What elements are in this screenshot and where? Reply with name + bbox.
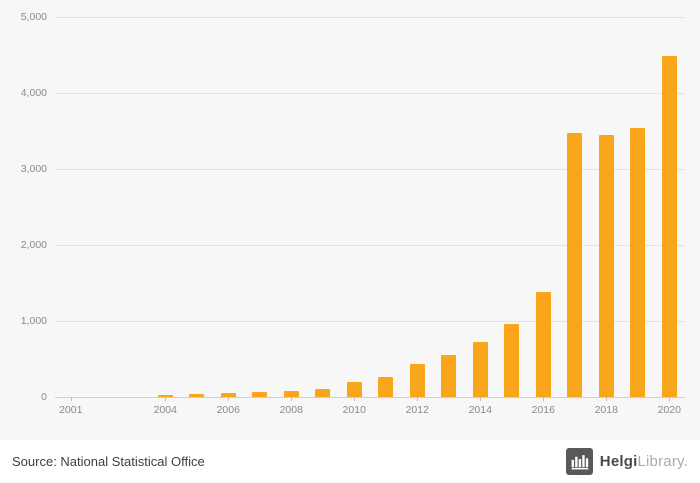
y-axis-label-0: 0 [41, 391, 47, 403]
bar-slot-2002 [87, 17, 119, 397]
bar-2005 [189, 393, 205, 397]
x-axis-label-2018: 2018 [594, 404, 618, 416]
bar-2011 [378, 377, 394, 397]
y-axis-label-4000: 4,000 [20, 87, 47, 99]
x-axis-label-2001: 2001 [59, 404, 83, 416]
bar-2004 [157, 395, 173, 397]
y-axis-label-5000: 5,000 [20, 11, 47, 23]
x-axis-tick-2004 [165, 397, 167, 401]
y-axis-label-1000: 1,000 [20, 315, 47, 327]
x-axis-tick-2008 [291, 397, 293, 401]
bar-2007 [252, 392, 268, 397]
bar-slot-2013 [433, 17, 465, 397]
bar-2017 [567, 132, 583, 397]
gridline-4000 [55, 93, 685, 94]
x-axis-tick-2016 [543, 397, 545, 401]
logo-text-helgi: Helgi [599, 453, 638, 470]
bar-slot-2018 [591, 17, 623, 397]
bar-slot-2005 [181, 17, 213, 397]
gridline-3000 [55, 169, 685, 170]
gridline-1000 [55, 321, 685, 322]
bar-slot-2015 [496, 17, 528, 397]
x-axis-label-2010: 2010 [342, 404, 366, 416]
x-axis-label-2012: 2012 [405, 404, 429, 416]
bar-slot-2004 [150, 17, 182, 397]
bar-2010 [346, 381, 362, 397]
x-axis-label-2016: 2016 [531, 404, 555, 416]
gridline-2000 [55, 245, 685, 246]
bar-slot-2014 [465, 17, 497, 397]
bar-slot-2007 [244, 17, 276, 397]
x-axis-label-2008: 2008 [279, 404, 303, 416]
bar-2015 [504, 323, 520, 397]
x-axis-tick-2018 [606, 397, 608, 401]
bar-slot-2001 [55, 17, 87, 397]
bar-slot-2012 [402, 17, 434, 397]
x-axis-label-2014: 2014 [468, 404, 492, 416]
source-text: Source: National Statistical Office [12, 454, 205, 469]
bar-2008 [283, 391, 299, 397]
bar-slot-2006 [213, 17, 245, 397]
x-axis-tick-2001 [70, 397, 72, 401]
bar-slot-2008 [276, 17, 308, 397]
bar-2016 [535, 291, 551, 397]
x-axis-line [55, 397, 685, 398]
helgilibrary-logo[interactable]: HelgiLibrary. [565, 448, 688, 475]
y-axis-label-2000: 2,000 [20, 239, 47, 251]
bar-slot-2009 [307, 17, 339, 397]
factory-icon [565, 448, 593, 475]
x-axis-tick-2006 [228, 397, 230, 401]
plot-area: 0 1,000 2,000 3,000 4,000 5,000 2001 2004 2006 2… [21, 11, 685, 416]
bar-slot-2016 [528, 17, 560, 397]
y-axis-label-3000: 3,000 [20, 163, 47, 175]
bar-2012 [409, 364, 425, 397]
x-axis-label-2004: 2004 [153, 404, 177, 416]
x-axis-label-2020: 2020 [657, 404, 681, 416]
x-axis-tick-2010 [354, 397, 356, 401]
bar-2006 [220, 393, 236, 397]
bar-2020 [661, 55, 677, 397]
bar-slot-2003 [118, 17, 150, 397]
x-axis-tick-2020 [669, 397, 671, 401]
x-axis-tick-2012 [417, 397, 419, 401]
bar-slot-2010 [339, 17, 371, 397]
bar-2019 [630, 127, 646, 397]
bar-slot-2020 [654, 17, 686, 397]
chart-area: 0 1,000 2,000 3,000 4,000 5,000 2001 2004 2006 2… [20, 11, 685, 416]
bar-slot-2011 [370, 17, 402, 397]
bar-2018 [598, 134, 614, 397]
bar-2013 [441, 354, 457, 397]
logo-text-library: Library. [637, 453, 688, 470]
bar-series [55, 17, 685, 397]
footer: Source: National Statistical Office Helg… [0, 440, 700, 483]
bar-2009 [315, 388, 331, 397]
x-axis-label-2006: 2006 [216, 404, 240, 416]
bar-2014 [472, 341, 488, 397]
gridline-5000 [55, 17, 685, 18]
bar-slot-2017 [559, 17, 591, 397]
bar-slot-2019 [622, 17, 654, 397]
x-axis-tick-2014 [480, 397, 482, 401]
logo-text: HelgiLibrary. [600, 453, 688, 470]
